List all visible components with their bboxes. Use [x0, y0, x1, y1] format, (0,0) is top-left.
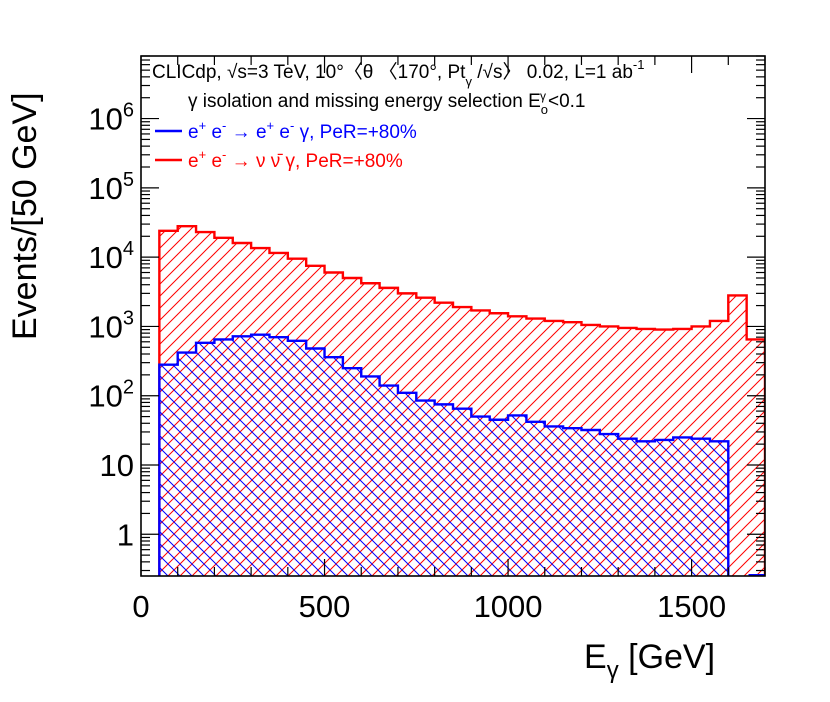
bin-1-7: [287, 340, 307, 576]
bin-1-16: [453, 408, 472, 576]
bin-1-4: [232, 336, 252, 576]
bin-1-1: [177, 352, 197, 576]
bin-1-20: [526, 421, 546, 576]
bin-1-15: [434, 404, 454, 576]
bin-1-28: [673, 437, 692, 576]
y-tick-label: 1: [117, 517, 134, 552]
legend: e+ e- → e+ e- γ, PeR=+80% e+ e- → ν ν̄ γ…: [155, 118, 417, 172]
bin-1-14: [416, 400, 435, 576]
y-tick-label: 104: [88, 238, 134, 275]
bin-1-27: [654, 439, 674, 576]
x-axis-title: Eγ [GeV]: [584, 638, 715, 684]
x-tick-label: 500: [299, 589, 351, 624]
title-line-2: γ isolation and missing energy selection…: [188, 91, 586, 117]
y-tick-label: 106: [88, 100, 134, 137]
y-tick-label: 10: [100, 448, 134, 483]
bin-1-23: [581, 430, 601, 576]
x-tick-label: 1500: [657, 589, 726, 624]
y-tick-label: 102: [88, 377, 134, 414]
bin-1-30: [709, 441, 729, 576]
y-tick-label: 105: [88, 169, 134, 206]
bin-1-10: [342, 368, 362, 576]
chart-title: CLICdp, √s=3 TeV, 10°〈θ 〈170°, Ptγ /√s〉 …: [152, 57, 644, 117]
x-tick-label: 0: [132, 589, 149, 624]
plot-frame: [140, 55, 766, 577]
bin-1-18: [489, 419, 509, 576]
bin-1-0: [159, 364, 178, 576]
title-line-1: CLICdp, √s=3 TeV, 10°〈θ 〈170°, Ptγ /√s〉 …: [152, 57, 644, 89]
y-axis-title: Events/[50 GeV]: [6, 92, 44, 340]
title-gamma-sub-2: γ: [540, 89, 546, 103]
bin-1-24: [599, 434, 619, 576]
bin-1-13: [397, 392, 417, 576]
bin-1-22: [563, 428, 582, 576]
bin-1-3: [214, 339, 234, 576]
x-tick-label: 1000: [474, 589, 543, 624]
series-layer: [158, 224, 765, 576]
bin-1-9: [324, 357, 344, 576]
bin-1-19: [508, 415, 527, 576]
bin-1-21: [544, 426, 564, 576]
bin-1-5: [251, 334, 270, 576]
bin-1-11: [361, 376, 380, 576]
legend-entry-ee-gamma: e+ e- → e+ e- γ, PeR=+80%: [188, 118, 417, 143]
y-tick-label: 103: [88, 307, 134, 344]
bin-1-26: [636, 441, 656, 576]
bin-1-8: [306, 348, 325, 576]
legend-entry-nunu-gamma: e+ e- → ν ν̄ γ, PeR=+80%: [188, 147, 403, 172]
bin-1-17: [471, 416, 490, 576]
bin-1-2: [196, 342, 215, 576]
bin-1-29: [691, 438, 711, 576]
bin-1-6: [269, 337, 289, 576]
bin-1-12: [379, 385, 399, 576]
x-axis: 0 500 1000 1500: [132, 56, 766, 624]
series-outline-1: [158, 333, 730, 576]
series-outline-0: [158, 224, 765, 576]
bin-1-25: [618, 438, 637, 576]
y-axis: 1 10 102 103 104 105 106: [88, 55, 765, 572]
series-1: [158, 333, 730, 576]
bin-0-31: [728, 295, 747, 576]
